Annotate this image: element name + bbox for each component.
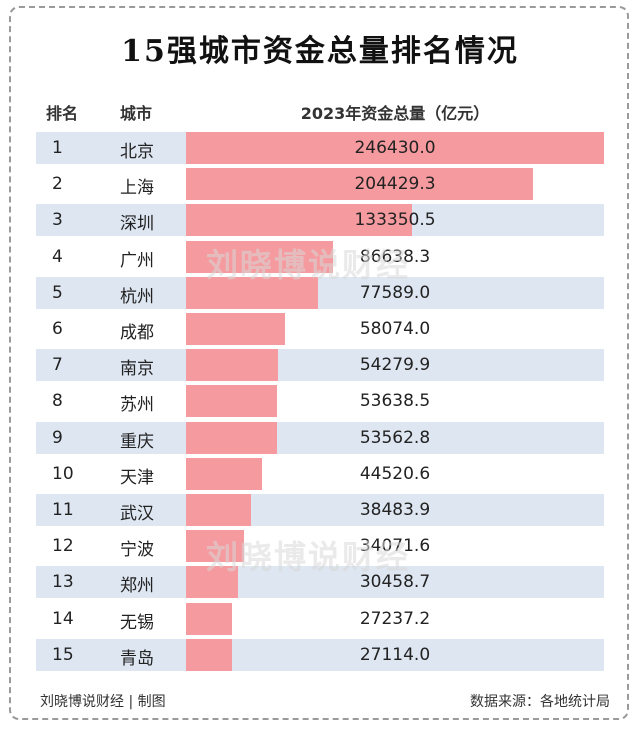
footer-credit: 刘晓博说财经 | 制图: [40, 694, 166, 710]
bar: [186, 349, 279, 382]
rank-label: 14: [52, 608, 74, 629]
table-row: 10 天津 44520.6: [36, 457, 604, 494]
table-row: 13 郑州 30458.7: [36, 566, 604, 602]
city-label: 天津: [120, 467, 154, 488]
city-label: 宁波: [120, 540, 154, 561]
header-rank: 排名: [46, 104, 79, 123]
bar: [186, 276, 318, 309]
bar: [186, 240, 333, 273]
bar: [186, 602, 233, 635]
rank-label: 5: [52, 282, 63, 303]
value-label: 133350.5: [354, 210, 436, 231]
value-label: 54279.9: [359, 355, 431, 376]
bar: [186, 204, 413, 237]
value-label: 38483.9: [359, 500, 431, 520]
value-label: 27114.0: [359, 644, 431, 665]
rank-label: 11: [52, 500, 74, 520]
bar: [186, 494, 252, 526]
chart-title: 15强城市资金总量排名情况: [121, 34, 519, 69]
city-label: 杭州: [120, 286, 154, 307]
table-row: 14 无锡 27237.2: [36, 602, 604, 639]
table-row: 12 宁波 34071.6: [36, 530, 604, 566]
header-city: 城市: [120, 104, 153, 123]
bar: [186, 385, 277, 418]
table-row: 3 深圳 133350.5: [36, 204, 604, 240]
rank-label: 10: [52, 463, 74, 484]
table-row: 5 杭州 77589.0: [36, 276, 604, 313]
table-row: 11 武汉 38483.9: [36, 494, 604, 530]
rank-label: 7: [52, 355, 63, 376]
city-label: 武汉: [120, 504, 154, 524]
city-label: 郑州: [120, 576, 154, 597]
city-label: 成都: [120, 323, 154, 343]
bar: [186, 638, 232, 671]
row-background: [36, 566, 604, 599]
city-label: 广州: [120, 250, 154, 271]
bar: [186, 313, 285, 345]
chart-frame: [9, 6, 629, 720]
city-label: 南京: [120, 359, 154, 380]
value-label: 246430.0: [354, 138, 436, 158]
value-label: 86638.3: [359, 246, 431, 267]
value-label: 204429.3: [354, 174, 436, 195]
city-label: 重庆: [120, 431, 154, 452]
rank-label: 3: [52, 210, 63, 231]
rank-label: 1: [52, 138, 63, 158]
table-row: 6 成都 58074.0: [36, 313, 604, 349]
value-label: 30458.7: [359, 572, 431, 593]
bar: [186, 530, 244, 563]
city-label: 青岛: [120, 648, 154, 669]
table-row: 2 上海 204429.3: [36, 168, 604, 204]
table-row: 1 北京 246430.0: [36, 132, 604, 168]
value-label: 27237.2: [359, 608, 431, 629]
city-label: 深圳: [120, 214, 154, 235]
rank-label: 12: [52, 536, 74, 557]
rank-label: 15: [52, 644, 74, 665]
rank-label: 4: [52, 246, 63, 267]
bar: [186, 168, 533, 201]
row-background: [36, 276, 604, 309]
table-row: 9 重庆 53562.8: [36, 421, 604, 458]
row-background: [36, 421, 604, 454]
row-background: [36, 494, 604, 526]
bar: [186, 457, 262, 490]
rank-label: 6: [52, 319, 63, 339]
city-label: 无锡: [120, 612, 154, 633]
value-label: 34071.6: [359, 536, 431, 557]
city-label: 上海: [120, 178, 154, 199]
footer-source: 数据来源：各地统计局: [470, 694, 610, 710]
rank-label: 2: [52, 174, 63, 195]
table-row: 7 南京 54279.9: [36, 349, 604, 385]
table-row: 15 青岛 27114.0: [36, 638, 604, 675]
bar: [186, 566, 238, 599]
table-row: 4 广州 86638.3: [36, 240, 604, 277]
value-label: 53562.8: [359, 427, 431, 448]
rank-label: 13: [52, 572, 74, 593]
rank-label: 8: [52, 391, 63, 412]
row-background: [36, 638, 604, 671]
value-label: 53638.5: [359, 391, 431, 412]
value-label: 44520.6: [359, 463, 431, 484]
city-label: 北京: [120, 142, 154, 162]
value-label: 58074.0: [359, 319, 431, 339]
city-label: 苏州: [120, 395, 154, 416]
rank-label: 9: [52, 427, 63, 448]
row-background: [36, 349, 604, 382]
value-label: 77589.0: [359, 282, 431, 303]
table-row: 8 苏州 53638.5: [36, 385, 604, 421]
header-total: 2023年资金总量（亿元）: [300, 104, 490, 123]
bar: [186, 421, 277, 454]
bar: [186, 132, 604, 164]
